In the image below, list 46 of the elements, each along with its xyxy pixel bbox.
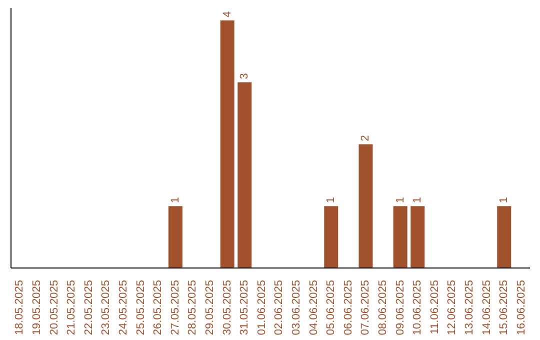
bar [393,206,408,268]
bar [410,206,425,268]
x-tick-label: 01.06.2025 [256,280,268,336]
x-tick-label: 22.05.2025 [82,280,95,336]
x-tick-label: 26.05.2025 [152,280,164,336]
data-label: 1 [325,196,338,204]
bar [358,144,373,268]
x-tick-label: 06.06.2025 [342,280,354,336]
x-tick-label: 16.06.2025 [515,280,528,336]
x-tick-label: 10.06.2025 [412,280,424,336]
x-tick-label: 24.05.2025 [117,280,130,336]
x-tick-label: 20.05.2025 [48,280,60,336]
data-label: 1 [394,196,406,204]
data-label: 4 [221,11,234,18]
data-label: 2 [360,135,372,142]
bar [324,206,338,268]
x-tick-label: 23.05.2025 [100,280,112,336]
bar [497,206,512,268]
x-tick-label: 14.06.2025 [480,280,493,336]
x-tick-label: 15.06.2025 [498,280,510,336]
x-tick-label: 04.06.2025 [308,280,320,336]
x-tick-label: 03.06.2025 [290,280,302,336]
data-label: 1 [412,196,424,204]
data-label: 1 [498,196,510,204]
bar [168,206,182,268]
x-tick-label: 13.06.2025 [463,280,476,336]
x-tick-label: 05.06.2025 [325,280,338,336]
x-tick-label: 28.05.2025 [186,280,199,336]
x-tick-label: 30.05.2025 [221,280,234,336]
x-tick-label: 11.06.2025 [428,280,441,334]
bar [238,82,252,268]
x-tick-label: 25.05.2025 [134,280,147,336]
x-tick-label: 31.05.2025 [238,280,251,336]
x-tick-label: 07.06.2025 [360,280,372,336]
x-tick-label: 09.06.2025 [394,280,406,336]
data-label: 1 [169,196,182,204]
data-label: 3 [238,73,251,80]
x-tick-label: 12.06.2025 [446,280,458,336]
x-tick-label: 18.05.2025 [14,280,26,336]
x-tick-label: 02.06.2025 [273,280,286,336]
bar [220,20,234,268]
x-tick-label: 29.05.2025 [204,280,216,336]
x-tick-label: 08.06.2025 [376,280,389,336]
x-tick-label: 19.05.2025 [30,280,43,336]
x-tick-label: 27.05.2025 [169,280,182,336]
x-tick-label: 21.05.2025 [66,280,78,336]
